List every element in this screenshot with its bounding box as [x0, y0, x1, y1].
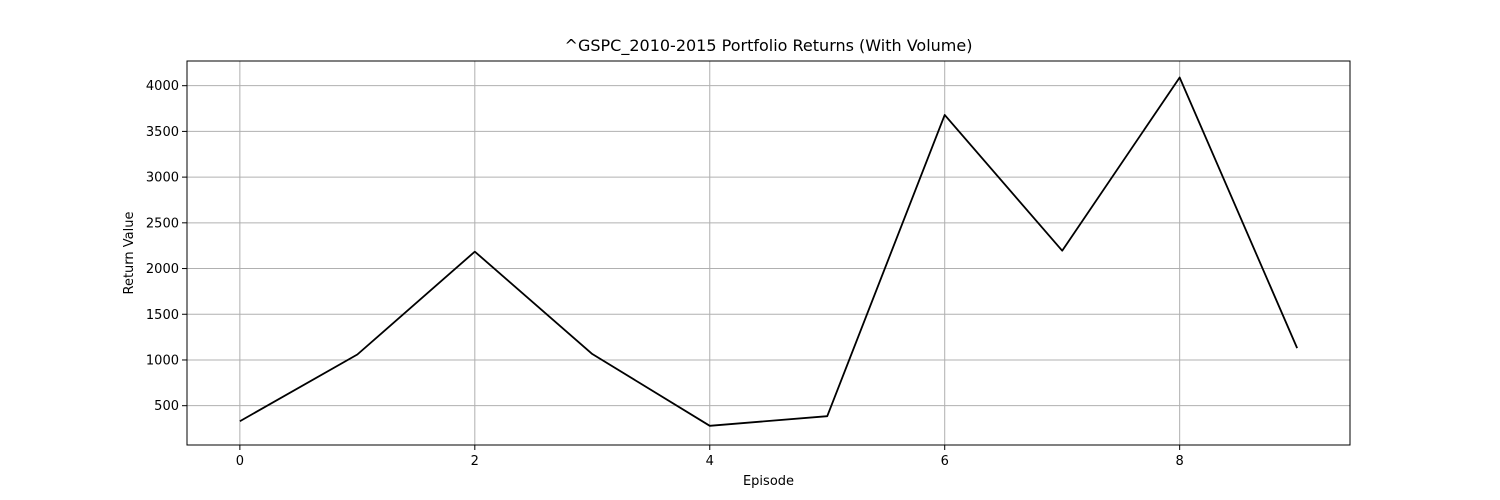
y-tick-label: 2000 — [146, 262, 179, 277]
series-layer — [239, 76, 1298, 427]
x-axis-label: Episode — [743, 474, 794, 489]
plot-frame — [186, 60, 1351, 446]
x-tick-label: 8 — [1176, 454, 1184, 469]
y-tick-label: 2500 — [146, 216, 179, 231]
y-tick-label: 3500 — [146, 125, 179, 140]
y-tick-label: 500 — [154, 399, 179, 414]
series-line — [239, 76, 1298, 427]
x-axis: 0 2 4 6 8 — [236, 445, 1184, 469]
y-tick-label: 3000 — [146, 171, 179, 186]
y-tick-label: 1000 — [146, 353, 179, 368]
x-tick-label: 2 — [471, 454, 479, 469]
x-tick-label: 0 — [236, 454, 244, 469]
y-axis: 500 1000 1500 2000 2500 3000 3500 4000 — [146, 79, 187, 414]
grid — [187, 61, 1350, 445]
x-tick-label: 4 — [706, 454, 714, 469]
x-tick-label: 6 — [941, 454, 949, 469]
chart-title: ^GSPC_2010-2015 Portfolio Returns (With … — [565, 36, 973, 56]
y-axis-label: Return Value — [122, 212, 137, 295]
y-tick-label: 4000 — [146, 79, 179, 94]
y-tick-label: 1500 — [146, 308, 179, 323]
